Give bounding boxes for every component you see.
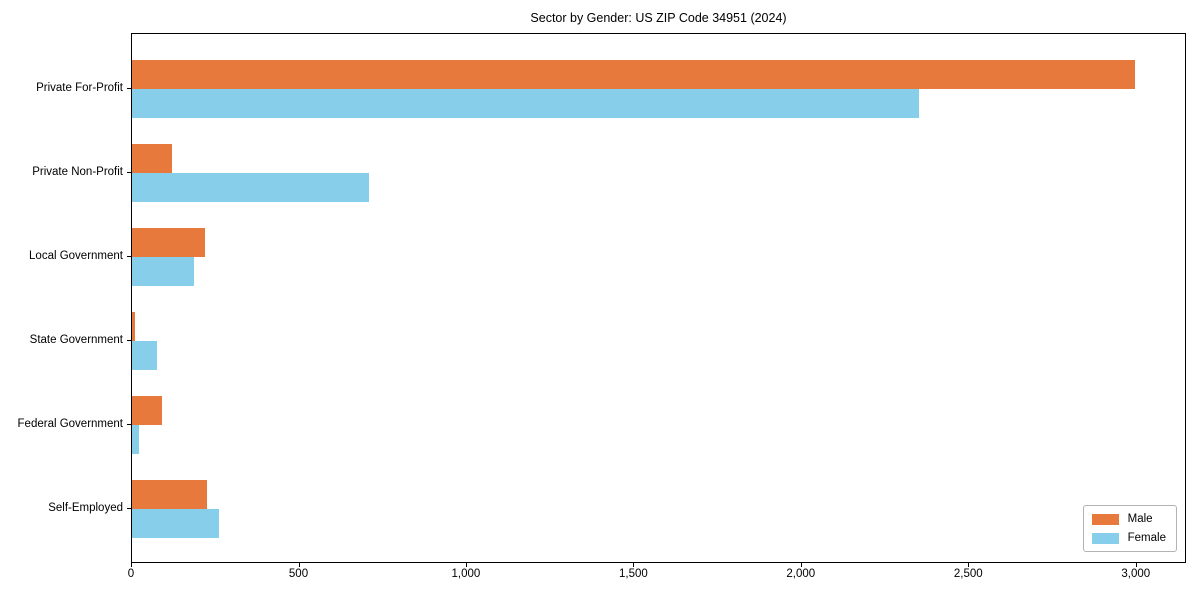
y-axis-label-self-employed: Self-Employed <box>48 502 123 514</box>
x-axis-tick-label: 2,000 <box>786 568 816 580</box>
bar-male-private-for-profit <box>132 60 1136 89</box>
legend-item-female: Female <box>1091 532 1166 544</box>
y-axis-label-federal-government: Federal Government <box>17 418 123 430</box>
legend-swatch-male <box>1091 513 1119 525</box>
bar-male-federal-government <box>132 396 163 425</box>
x-axis-tick-label: 3,000 <box>1121 568 1151 580</box>
chart-title: Sector by Gender: US ZIP Code 34951 (202… <box>530 11 787 25</box>
legend-item-male: Male <box>1091 513 1166 525</box>
x-axis-tick <box>968 563 970 567</box>
bar-female-local-government <box>132 257 194 286</box>
bar-female-private-non-profit <box>132 173 369 202</box>
bar-female-state-government <box>132 341 157 370</box>
x-axis-tick-label: 2,500 <box>953 568 983 580</box>
y-axis-tick <box>127 172 131 173</box>
x-axis-tick <box>298 563 300 567</box>
bar-female-private-for-profit <box>132 89 920 118</box>
x-axis-tick-label: 0 <box>127 568 135 580</box>
x-axis-tick <box>1135 563 1137 567</box>
bar-female-self-employed <box>132 509 220 538</box>
bar-male-local-government <box>132 228 205 257</box>
x-axis-tick-label: 500 <box>288 568 309 580</box>
x-axis-tick <box>465 563 467 567</box>
legend-swatch-female <box>1091 532 1119 544</box>
y-axis-label-private-non-profit: Private Non-Profit <box>32 166 123 178</box>
x-axis-tick <box>131 563 132 567</box>
y-axis-tick <box>127 256 131 257</box>
x-axis-tick-label: 1,000 <box>451 568 481 580</box>
y-axis-tick <box>127 424 131 425</box>
x-axis-tick <box>800 563 802 567</box>
y-axis-label-state-government: State Government <box>29 334 123 346</box>
plot-area: Male Female <box>131 33 1186 563</box>
y-axis-label-local-government: Local Government <box>29 250 123 262</box>
y-axis-tick <box>127 508 131 509</box>
bar-male-state-government <box>132 312 135 341</box>
bar-male-self-employed <box>132 480 207 509</box>
bar-male-private-non-profit <box>132 144 173 173</box>
y-axis-label-private-for-profit: Private For-Profit <box>36 82 123 94</box>
x-axis-tick <box>633 563 635 567</box>
y-axis-tick <box>127 340 131 341</box>
legend-label-male: Male <box>1127 513 1153 525</box>
y-axis-tick <box>127 88 131 89</box>
legend-label-female: Female <box>1127 532 1166 544</box>
legend: Male Female <box>1082 505 1177 552</box>
x-axis-tick-label: 1,500 <box>619 568 648 580</box>
bar-female-federal-government <box>132 425 139 454</box>
